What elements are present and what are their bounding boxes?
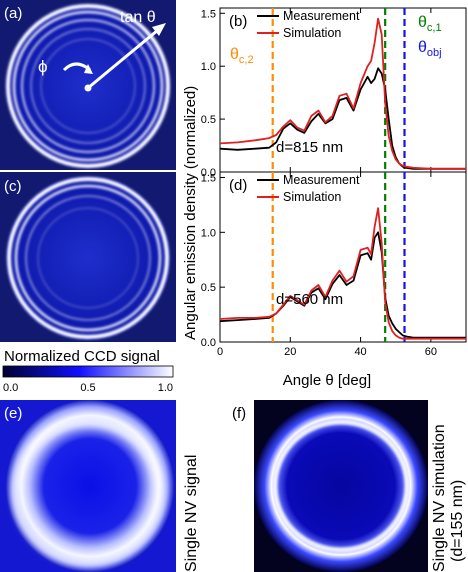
y-tick-label-d: 1.0 <box>201 227 216 239</box>
colorbar: Normalized CCD signal 0.0 0.5 1.0 <box>2 348 174 394</box>
panel-label-c: (c) <box>4 178 22 195</box>
chart-b: 0.0 0.5 1.0 1.5 Measurement Simulation (b) d=81… <box>201 7 467 179</box>
y-tick-label-b: 1.5 <box>201 8 216 20</box>
colorbar-tick-2: 1.0 <box>158 382 173 394</box>
panel-e-ring <box>11 417 165 567</box>
panel-label-e: (e) <box>4 405 22 422</box>
colorbar-tick-0: 0.0 <box>3 382 18 394</box>
tan-theta-label: tan θ <box>120 9 156 26</box>
y-tick-label-d: 1.5 <box>201 172 216 184</box>
plots: Angular emission density (normalized) An… <box>182 7 467 389</box>
panel-label-f: (f) <box>232 405 246 422</box>
panel-label-a: (a) <box>4 5 22 22</box>
y-tick-label-b: 1.0 <box>201 61 216 73</box>
theta-label-theta-obj: θobj <box>418 39 442 59</box>
plot-frame-d <box>219 171 467 343</box>
single-nv-simulation-thickness-label: (d=155 nm) <box>449 480 466 562</box>
x-tick-label-d: 0 <box>217 346 223 358</box>
panel-f-glow <box>254 400 428 572</box>
y-tick-label-d: 0.0 <box>201 337 216 349</box>
panel-a-rings <box>6 4 170 168</box>
legend-label-simulation-b: Simulation <box>283 26 341 40</box>
panel-e: (e) Single NV signal <box>0 400 200 572</box>
panel-c-rings <box>7 177 169 339</box>
center-dot <box>84 84 92 92</box>
y-tick-label-b: 0.5 <box>201 114 216 126</box>
panel-label-b: (b) <box>229 13 247 30</box>
panel-f-ring <box>272 419 410 553</box>
legend-b: Measurement Simulation <box>257 9 360 40</box>
legend-label-measurement-b: Measurement <box>283 9 360 23</box>
y-tick-label-d: 0.5 <box>201 282 216 294</box>
tan-theta-arrowhead <box>152 23 166 36</box>
panel-c: (c) <box>0 172 176 342</box>
colorbar-title: Normalized CCD signal <box>4 348 160 365</box>
single-nv-signal-label: Single NV signal <box>183 455 200 572</box>
legend-label-simulation-d: Simulation <box>283 190 341 204</box>
phi-label: ϕ <box>38 57 48 76</box>
theta-label-theta-c1: θc,1 <box>418 14 442 34</box>
x-tick-label-d: 20 <box>284 346 296 358</box>
single-nv-simulation-label: Single NV simulation <box>431 424 448 572</box>
x-axis-label: Angle θ [deg] <box>283 372 371 389</box>
phi-arrowhead <box>84 64 93 74</box>
x-tick-label-d: 40 <box>354 346 366 358</box>
series-line-simulation-b <box>219 17 466 170</box>
panel-label-d: (d) <box>229 177 247 194</box>
theta-label-theta-c2: θc,2 <box>230 46 254 66</box>
panel-a: (a) tan θ ϕ <box>0 0 176 170</box>
legend-label-measurement-d: Measurement <box>283 173 360 187</box>
y-tick-label-b: 0.0 <box>201 167 216 179</box>
thickness-annotation-d: d=560 nm <box>276 291 343 308</box>
thickness-annotation-b: d=815 nm <box>276 139 343 156</box>
x-tick-label-d: 60 <box>425 346 437 358</box>
panel-c-disk <box>6 176 170 340</box>
series-line-simulation-d <box>219 207 466 340</box>
colorbar-gradient <box>2 365 174 378</box>
plot-frame-b <box>219 7 467 173</box>
legend-d: Measurement Simulation <box>257 173 360 204</box>
panel-e-glow <box>6 400 174 572</box>
chart-d: 0.0 0.5 1.0 1.5 0 20 40 60 Measurement Simulation… <box>201 171 467 358</box>
colorbar-tick-1: 0.5 <box>80 382 95 394</box>
tan-theta-arrow <box>87 28 159 90</box>
y-axis-label: Angular emission density (normalized) <box>182 86 199 340</box>
panel-f: (f) Single NV simulation (d=155 nm) <box>232 400 466 572</box>
